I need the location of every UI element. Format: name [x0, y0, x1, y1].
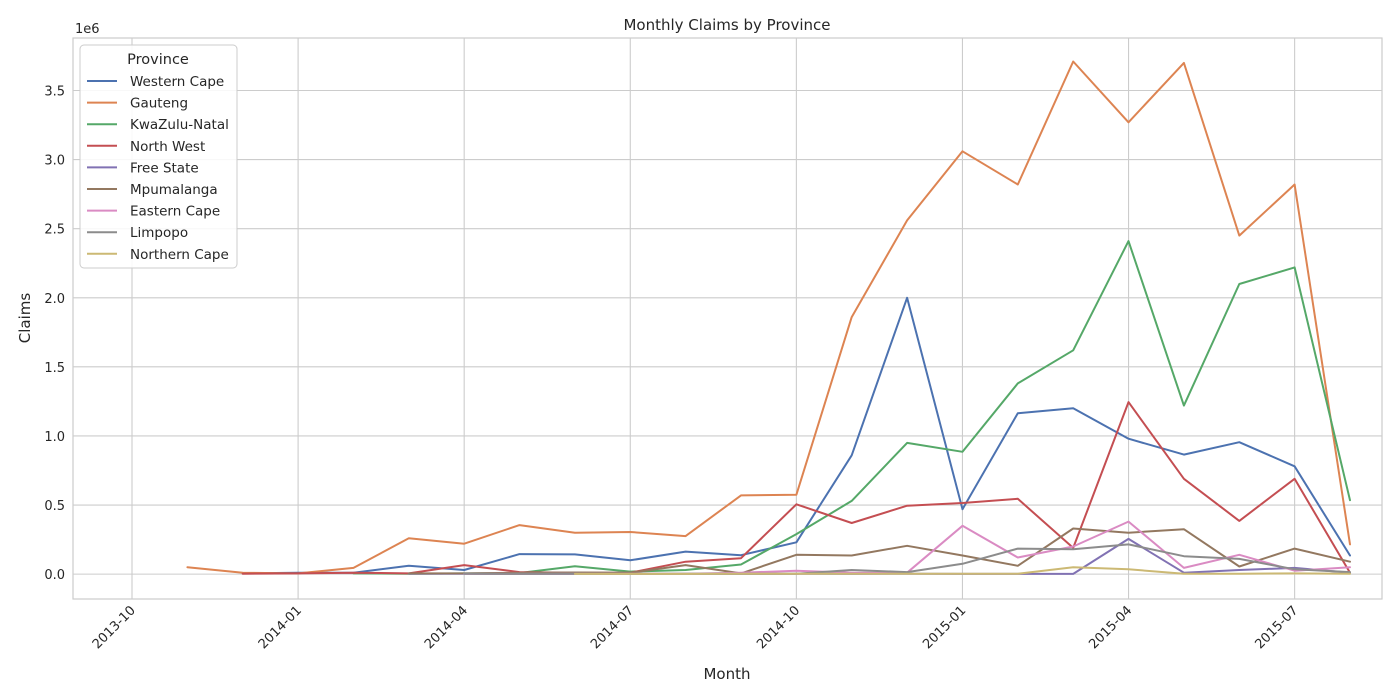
chart-title: Monthly Claims by Province	[623, 16, 830, 34]
y-multiplier-label: 1e6	[75, 22, 100, 37]
series-line-western-cape	[241, 296, 1351, 575]
legend-entry: North West	[130, 139, 205, 155]
legend-entry: Northern Cape	[130, 247, 229, 263]
y-tick-label: 0.5	[44, 499, 65, 514]
legend-entry: Limpopo	[130, 225, 188, 241]
legend-entry: Eastern Cape	[130, 204, 220, 220]
y-tick-label: 1.0	[44, 430, 65, 445]
legend-entry: Free State	[130, 160, 199, 176]
plot-frame	[72, 37, 1383, 600]
y-tick-label: 1.5	[44, 361, 65, 376]
series-line-north-west	[241, 401, 1351, 575]
legend-title: Province	[127, 52, 189, 68]
series-line-northern-cape	[573, 566, 1351, 575]
y-tick-label: 3.5	[44, 85, 65, 100]
legend-entry: KwaZulu-Natal	[130, 117, 229, 133]
y-tick-labels: 0.0 0.5 1.0 1.5 2.0 2.5 3.0 3.5	[44, 85, 65, 584]
y-tick-label: 2.5	[44, 223, 65, 238]
legend: Province Western Cape Gauteng KwaZulu-Nata…	[79, 44, 238, 269]
legend-entry: Western Cape	[130, 74, 224, 90]
y-tick-label: 0.0	[44, 568, 65, 583]
legend-entry: Gauteng	[130, 96, 188, 112]
series-line-gauteng	[186, 60, 1351, 575]
series-line-mpumalanga	[407, 527, 1351, 575]
x-axis-label: Month	[703, 665, 750, 683]
series-lines	[186, 60, 1351, 575]
legend-entry: Mpumalanga	[130, 182, 218, 198]
y-tick-label: 3.0	[44, 154, 65, 169]
y-axis-label: Claims	[16, 293, 34, 344]
legend-box	[79, 44, 238, 269]
y-tick-label: 2.0	[44, 292, 65, 307]
legend-items: Western Cape Gauteng KwaZulu-Natal North We…	[87, 74, 229, 263]
